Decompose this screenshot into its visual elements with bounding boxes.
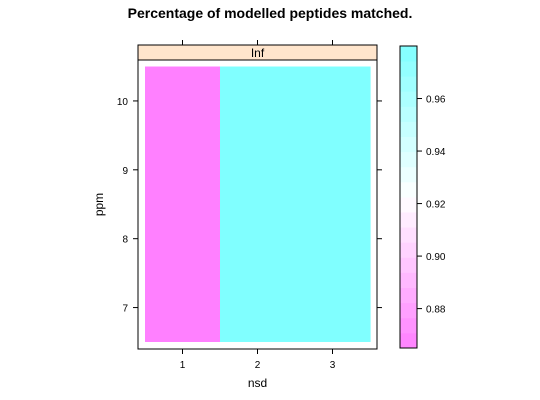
x-tick-label: 1 bbox=[180, 360, 186, 371]
axis-ticks: 1 2 3 7 8 9 10 bbox=[117, 40, 382, 371]
color-key-ticks: 0.88 0.90 0.92 0.94 0.96 bbox=[417, 95, 446, 316]
color-key-band bbox=[400, 151, 417, 168]
color-key-band bbox=[400, 181, 417, 198]
color-key bbox=[400, 46, 417, 349]
color-key-band bbox=[400, 227, 417, 243]
x-tick-label: 3 bbox=[330, 360, 336, 371]
heatmap-cells bbox=[145, 66, 371, 342]
heatmap-cell bbox=[145, 66, 221, 342]
color-key-tick-label: 0.88 bbox=[426, 305, 446, 316]
color-key-band bbox=[400, 76, 417, 92]
y-tick-label: 9 bbox=[122, 166, 128, 177]
panel-strip-label: Inf bbox=[251, 46, 265, 60]
color-key-band bbox=[400, 302, 417, 319]
color-key-band bbox=[400, 46, 417, 62]
y-tick-label: 8 bbox=[122, 235, 128, 246]
color-key-band bbox=[400, 197, 417, 213]
color-key-band bbox=[400, 136, 417, 153]
chart-title: Percentage of modelled peptides matched. bbox=[128, 5, 413, 21]
color-key-band bbox=[400, 317, 417, 334]
color-key-frame bbox=[399, 45, 418, 349]
color-key-tick-label: 0.90 bbox=[426, 252, 446, 263]
color-key-tick-label: 0.96 bbox=[426, 95, 446, 106]
y-axis-label: ppm bbox=[92, 193, 106, 216]
x-tick-label: 2 bbox=[255, 360, 261, 371]
color-key-band bbox=[400, 287, 417, 304]
color-key-band bbox=[400, 121, 417, 137]
heatmap-cell bbox=[295, 66, 371, 342]
color-key-band bbox=[400, 272, 417, 288]
color-key-band bbox=[400, 106, 417, 122]
color-key-band bbox=[400, 61, 417, 77]
y-tick-label: 10 bbox=[117, 97, 129, 108]
color-key-band bbox=[400, 257, 417, 273]
color-key-tick-label: 0.92 bbox=[426, 200, 446, 211]
color-key-band bbox=[400, 212, 417, 228]
color-key-band bbox=[400, 332, 417, 349]
color-key-band bbox=[400, 166, 417, 183]
y-tick-label: 7 bbox=[122, 304, 128, 315]
x-axis-label: nsd bbox=[248, 376, 267, 390]
color-key-band bbox=[400, 242, 417, 258]
heatmap-cell bbox=[220, 66, 296, 342]
color-key-tick-label: 0.94 bbox=[426, 147, 446, 158]
color-key-band bbox=[400, 91, 417, 107]
